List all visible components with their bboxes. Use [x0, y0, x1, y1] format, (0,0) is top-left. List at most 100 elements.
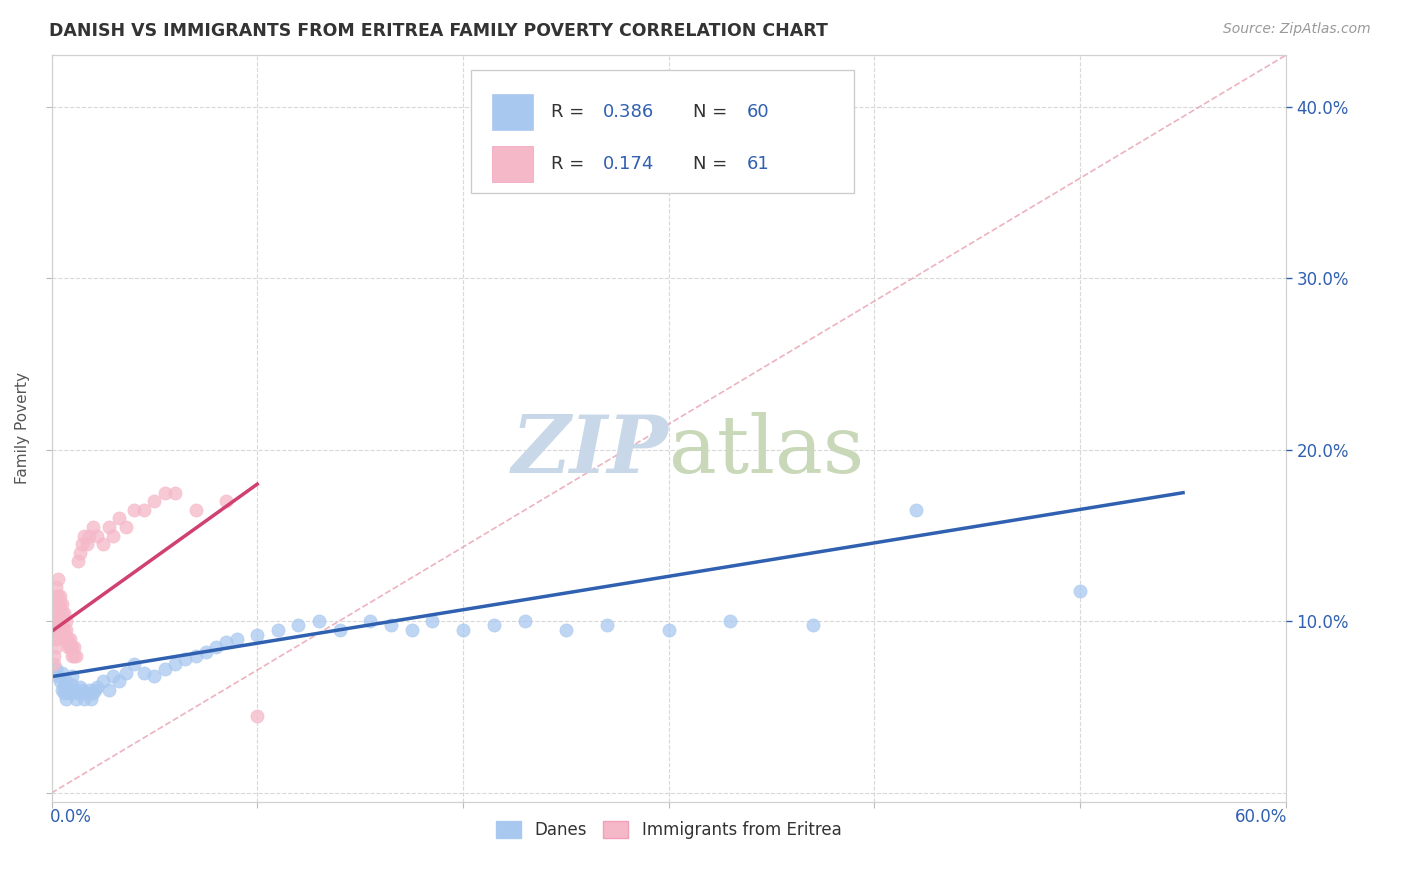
Point [76, 686, 98, 700]
FancyBboxPatch shape [492, 146, 533, 182]
Point [49, 623, 72, 637]
Text: 60: 60 [747, 103, 769, 121]
Point [153, 663, 176, 677]
FancyBboxPatch shape [492, 94, 533, 130]
Point [79, 691, 101, 706]
Point [69, 680, 91, 694]
Point [56, 640, 79, 654]
Point [56, 632, 79, 646]
Point [554, 623, 576, 637]
Point [46, 615, 69, 629]
Point [163, 657, 186, 672]
Point [482, 617, 505, 632]
Point [328, 623, 350, 637]
Point [49, 589, 72, 603]
Point [86, 528, 108, 542]
Point [114, 665, 136, 680]
Point [163, 485, 186, 500]
Point [51, 606, 73, 620]
Point [63, 648, 86, 663]
Point [86, 680, 108, 694]
Point [46, 597, 69, 611]
Point [52, 680, 75, 694]
Point [401, 623, 423, 637]
Point [65, 691, 87, 706]
Point [52, 606, 75, 620]
Point [67, 686, 90, 700]
Point [287, 617, 309, 632]
Point [215, 494, 238, 508]
Point [72, 683, 94, 698]
Point [45, 615, 67, 629]
Point [67, 554, 90, 568]
Point [114, 520, 136, 534]
Text: 0.386: 0.386 [603, 103, 655, 121]
Text: 0.174: 0.174 [603, 155, 655, 173]
Point [380, 617, 402, 632]
Point [83, 683, 105, 698]
Point [73, 528, 96, 542]
Text: DANISH VS IMMIGRANTS FROM ERITREA FAMILY POVERTY CORRELATION CHART: DANISH VS IMMIGRANTS FROM ERITREA FAMILY… [49, 22, 828, 40]
Point [420, 615, 443, 629]
Point [720, 615, 742, 629]
Point [596, 617, 619, 632]
Point [225, 632, 247, 646]
Point [51, 683, 73, 698]
Point [52, 632, 75, 646]
Point [658, 623, 681, 637]
Point [52, 686, 75, 700]
Point [132, 665, 155, 680]
Point [184, 648, 207, 663]
Point [45, 606, 67, 620]
Point [51, 615, 73, 629]
Point [132, 503, 155, 517]
Point [143, 494, 166, 508]
Point [103, 528, 125, 542]
Point [205, 640, 228, 654]
Text: 0.0%: 0.0% [51, 808, 93, 827]
Text: atlas: atlas [669, 412, 863, 490]
Point [49, 674, 72, 689]
Point [143, 669, 166, 683]
Point [69, 546, 91, 560]
Point [59, 686, 82, 700]
Text: R =: R = [551, 103, 591, 121]
Point [46, 606, 69, 620]
Point [267, 623, 290, 637]
Point [51, 597, 73, 611]
Text: R =: R = [551, 155, 591, 173]
Point [801, 617, 824, 632]
Point [60, 678, 83, 692]
Point [45, 580, 67, 594]
Point [46, 623, 69, 637]
Point [122, 503, 145, 517]
Point [55, 615, 77, 629]
Point [1069, 583, 1091, 598]
Text: N =: N = [693, 103, 734, 121]
Text: ZIP: ZIP [512, 412, 669, 490]
Point [46, 572, 69, 586]
Point [451, 623, 474, 637]
Point [82, 686, 104, 700]
Point [59, 640, 82, 654]
Point [46, 589, 69, 603]
Point [215, 635, 238, 649]
Point [103, 669, 125, 683]
Point [56, 683, 79, 698]
Point [60, 648, 83, 663]
Point [45, 632, 67, 646]
Legend: Danes, Immigrants from Eritrea: Danes, Immigrants from Eritrea [489, 814, 848, 846]
Point [45, 640, 67, 654]
Point [184, 503, 207, 517]
Point [63, 640, 86, 654]
Point [91, 537, 114, 551]
Point [72, 537, 94, 551]
Point [46, 669, 69, 683]
Y-axis label: Family Poverty: Family Poverty [15, 372, 30, 484]
Point [49, 597, 72, 611]
Point [98, 683, 121, 698]
Point [55, 691, 77, 706]
Point [55, 623, 77, 637]
Point [49, 615, 72, 629]
Point [42, 648, 65, 663]
